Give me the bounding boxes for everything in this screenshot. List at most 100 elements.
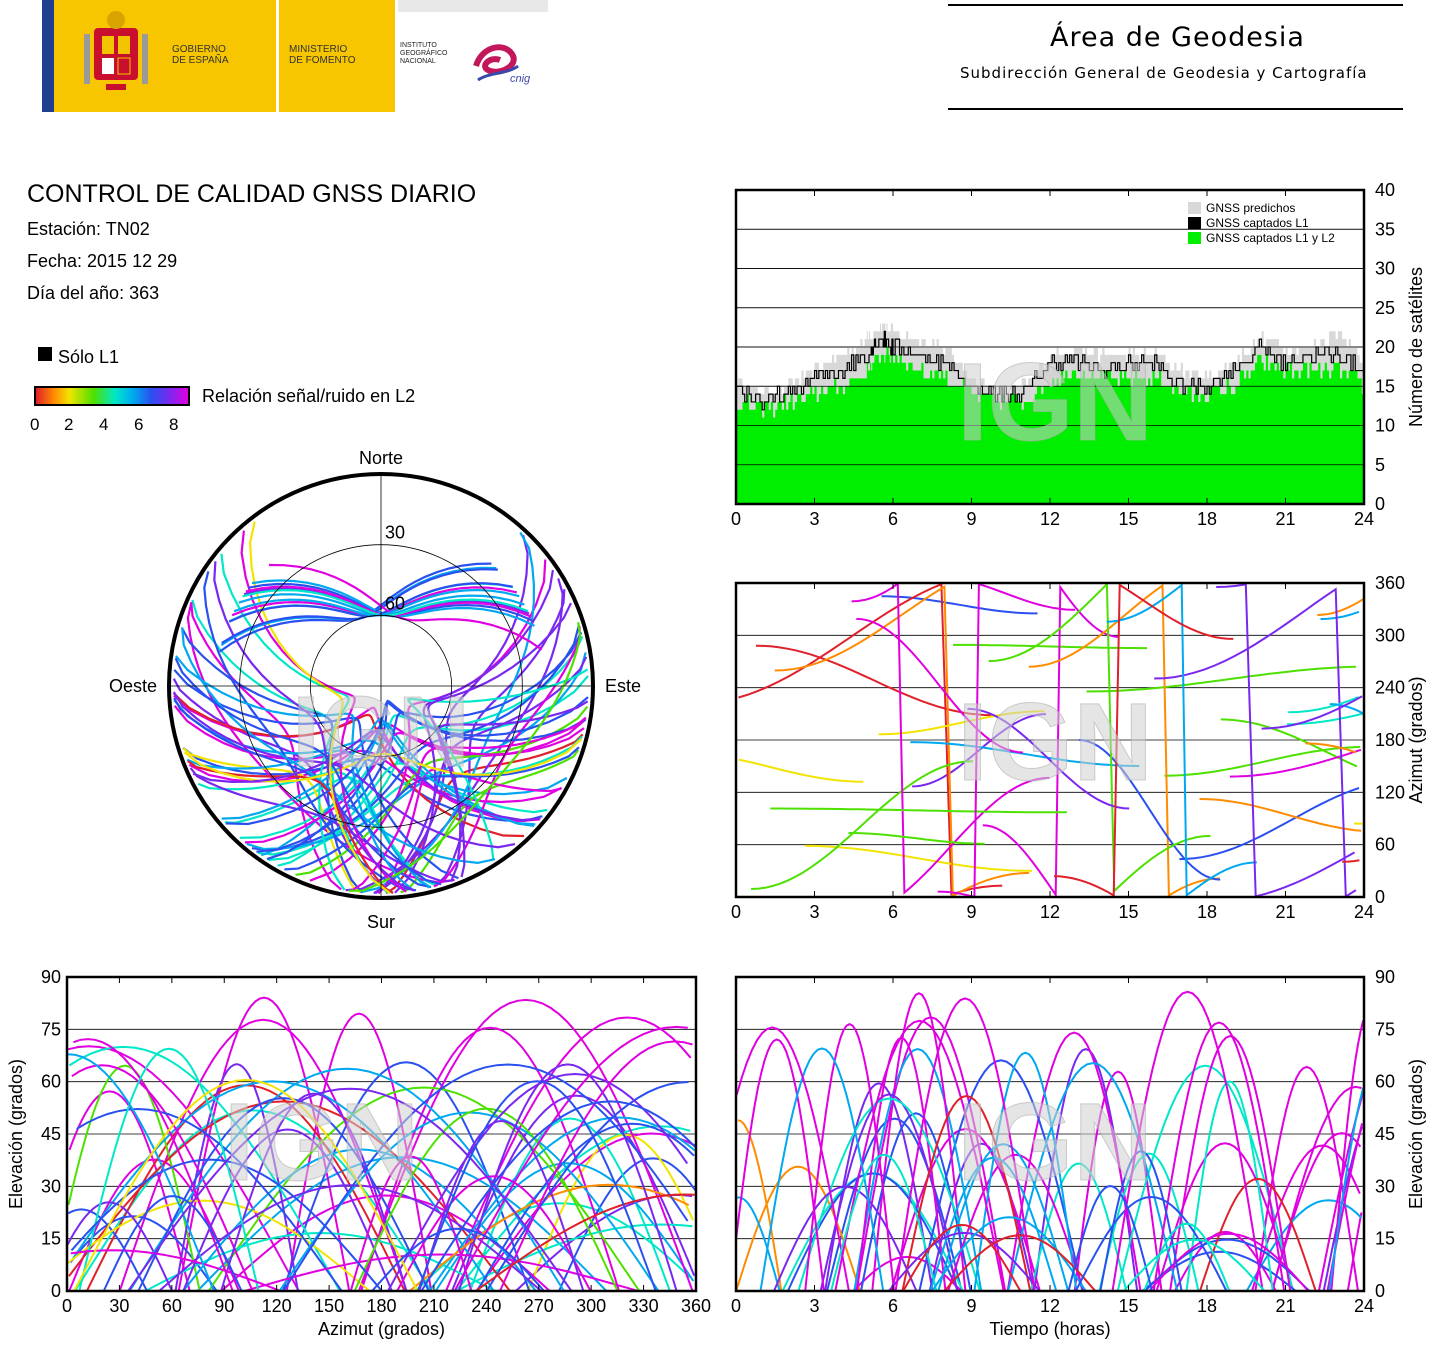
satellite-track: [1099, 1150, 1183, 1292]
satellite-track: [770, 807, 1067, 814]
y-axis-label: Azimut (grados): [1406, 676, 1426, 803]
x-tick-label: 0: [62, 1296, 72, 1316]
y-axis-label: Elevación (grados): [1406, 1059, 1426, 1209]
legend-label: GNSS captados L1: [1206, 216, 1309, 230]
x-tick-label: 15: [1118, 1296, 1138, 1316]
snr-colorbar-label: Relación señal/ruido en L2: [202, 386, 416, 406]
x-tick-label: 18: [1197, 1296, 1217, 1316]
satellite-track: [878, 710, 1045, 736]
y-tick-label: 30: [1375, 1176, 1395, 1196]
satellite-track: [73, 1078, 419, 1292]
satellite-track: [937, 582, 1076, 899]
satellite-track: [856, 617, 1023, 754]
legend-label: GNSS predichos: [1206, 201, 1295, 215]
satellite-track: [177, 996, 351, 1292]
satellite-track: [453, 1025, 688, 1292]
satellite-track: [181, 627, 363, 894]
satellite-track: [118, 1018, 408, 1292]
satellite-track: [400, 749, 580, 894]
y-tick-label: 120: [1375, 782, 1405, 802]
satellite-track: [558, 1157, 697, 1292]
y-tick-label: 5: [1375, 455, 1385, 475]
colorbar-tick: 6: [134, 415, 144, 434]
y-tick-label: 20: [1375, 337, 1395, 357]
tracks: [66, 996, 697, 1292]
header-rule-bottom: [948, 108, 1403, 110]
chart-skyplot: 30 60 Norte Sur Oeste Este: [109, 448, 641, 932]
satellite-track: [220, 553, 350, 891]
y-tick-label: 60: [1375, 835, 1395, 855]
satellite-track: [420, 1100, 696, 1292]
satellite-track: [737, 1119, 783, 1292]
ign-watermark: IGN: [957, 681, 1153, 804]
satellite-track: [221, 717, 536, 826]
satellite-track: [1111, 990, 1264, 1292]
satellite-track: [371, 1227, 545, 1292]
satellite-track: [445, 1016, 692, 1292]
satellite-track: [437, 700, 589, 878]
satellite-track: [805, 844, 1033, 872]
x-tick-label: 12: [1040, 509, 1060, 529]
x-tick-label: 21: [1275, 902, 1295, 922]
satellite-track: [1173, 1230, 1277, 1292]
satellite-track: [871, 992, 967, 1292]
x-tick-label: 12: [1040, 1296, 1060, 1316]
satellite-track: [1086, 665, 1357, 693]
ign-watermark: IGN: [224, 1081, 420, 1204]
satellite-track: [1152, 1021, 1286, 1292]
satellite-track: [394, 569, 554, 894]
x-tick-label: 240: [471, 1296, 501, 1316]
legend-label: GNSS captados L1 y L2: [1206, 231, 1335, 245]
report-title: CONTROL DE CALIDAD GNSS DIARIO: [27, 180, 477, 208]
satellite-track: [1074, 1195, 1228, 1292]
direction-label-north: Norte: [359, 448, 403, 468]
cnig-text: cnig: [510, 73, 531, 85]
satellite-track: [68, 1045, 341, 1292]
x-tick-label: 360: [681, 1296, 711, 1316]
satellite-track: [937, 1143, 1070, 1292]
satellite-track: [1216, 583, 1355, 898]
ministerio-logo: MINISTERIO DE FOMENTO: [279, 0, 395, 112]
satellite-track: [127, 1087, 573, 1292]
satellite-track: [943, 1234, 1097, 1292]
satellite-track: [67, 1199, 371, 1292]
satellite-track: [417, 1080, 657, 1292]
satellite-track: [70, 1249, 282, 1292]
satellite-track: [1123, 1238, 1266, 1292]
satellite-track: [1261, 695, 1363, 730]
satellite-track: [213, 561, 415, 892]
satellite-track: [759, 1047, 885, 1292]
y-tick-label: 15: [41, 1229, 61, 1249]
satellite-track: [203, 571, 417, 892]
satellite-track: [196, 1156, 608, 1292]
x-tick-label: 9: [966, 509, 976, 529]
spain-flag-stripe-blue: [42, 0, 54, 112]
satellite-track: [192, 730, 541, 822]
satellite-track: [373, 534, 529, 895]
l1-only-swatch: [38, 347, 52, 361]
x-tick-label: 18: [1197, 509, 1217, 529]
satellite-track: [68, 1053, 215, 1292]
satellite-track: [1220, 718, 1358, 768]
satellite-track: [428, 1116, 696, 1292]
satellite-track: [1079, 739, 1221, 881]
gobierno-logo: GOBIERNO DE ESPAÑA: [66, 0, 276, 112]
satellite-track: [345, 578, 564, 892]
satellite-track: [74, 1109, 433, 1292]
satellite-track: [902, 1223, 1022, 1292]
x-tick-label: 0: [731, 902, 741, 922]
y-tick-label: 90: [41, 967, 61, 987]
satellite-track: [1164, 745, 1361, 777]
satellite-track: [894, 997, 1036, 1292]
satellite-track: [1342, 859, 1360, 863]
y-axis-label: Número de satélites: [1406, 267, 1426, 427]
satellite-track: [834, 1019, 1005, 1292]
date-label: Fecha: 2015 12 29: [27, 251, 178, 271]
satellite-track: [1305, 742, 1357, 754]
satellite-track: [240, 530, 407, 893]
satellite-track: [1029, 1162, 1128, 1292]
snr-colorbar: [34, 386, 190, 406]
x-tick-label: 24: [1354, 1296, 1374, 1316]
